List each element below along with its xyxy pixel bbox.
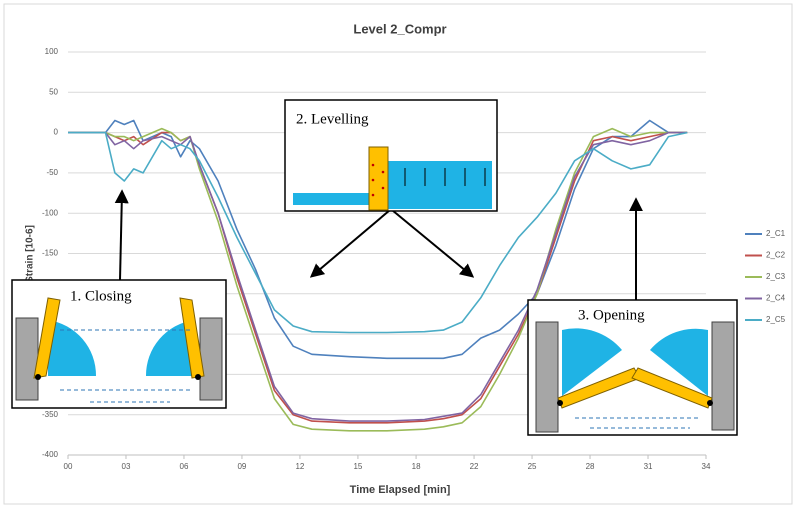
x-axis-label: Time Elapsed [min]: [350, 484, 451, 496]
x-tick-label: 18: [412, 462, 421, 471]
y-tick-label: -50: [46, 168, 58, 177]
legend-label: 2_C2: [766, 251, 786, 260]
legend-label: 2_C5: [766, 315, 786, 324]
y-tick-label: -150: [42, 249, 59, 258]
x-tick-label: 34: [702, 462, 711, 471]
series-line: [68, 127, 688, 432]
y-tick-label: 50: [49, 87, 58, 96]
x-tick-label: 12: [295, 462, 304, 471]
inset-levelling: 2. Levelling: [284, 99, 498, 212]
inset-title: 1. Closing: [70, 288, 132, 304]
x-tick-label: 03: [122, 462, 131, 471]
y-tick-label: 0: [54, 128, 59, 137]
y-tick-label: -400: [42, 450, 59, 459]
series-line: [68, 131, 688, 334]
inset-closing: 1. Closing: [11, 279, 227, 409]
series-line: [68, 119, 688, 360]
arrows: [114, 189, 643, 300]
x-tick-label: 31: [644, 462, 653, 471]
y-tick-label: 100: [45, 47, 59, 56]
x-tick-label: 15: [353, 462, 362, 471]
inset-opening: 3. Opening: [527, 299, 738, 436]
x-tick-label: 25: [528, 462, 537, 471]
legend-label: 2_C4: [766, 294, 786, 303]
x-tick-label: 06: [180, 462, 189, 471]
x-tick-label: 09: [237, 462, 246, 471]
inset-title: 3. Opening: [578, 307, 645, 323]
inset-title: 2. Levelling: [296, 111, 369, 127]
chart-title: Level 2_Compr: [353, 21, 446, 36]
legend-label: 2_C1: [766, 229, 786, 238]
series-line: [68, 131, 688, 422]
x-tick-label: 28: [586, 462, 595, 471]
legend-label: 2_C3: [766, 272, 786, 281]
y-tick-label: -350: [42, 410, 59, 419]
x-tick-label: 22: [470, 462, 479, 471]
legend: 2_C1 2_C2 2_C3 2_C4 2_C5: [745, 229, 786, 324]
y-axis-label: Strain [10-6]: [25, 225, 36, 283]
y-tick-label: -100: [42, 208, 59, 217]
x-tick-label: 00: [64, 462, 73, 471]
